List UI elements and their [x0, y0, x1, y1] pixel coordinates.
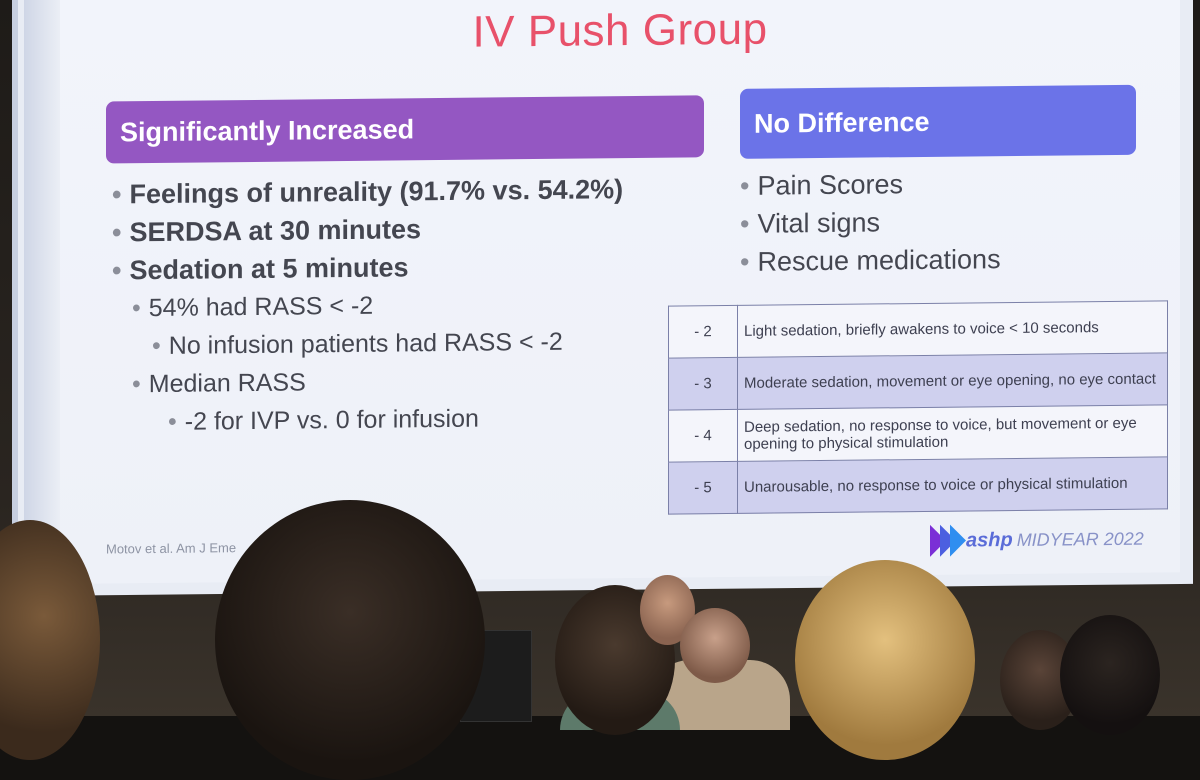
no-difference-bullet-list: • Pain Scores • Vital signs • Rescue medica… [740, 163, 1120, 281]
rass-description: Moderate sedation, movement or eye openi… [737, 352, 1168, 410]
logo-brand: ashp [966, 528, 1013, 552]
list-item: • Feelings of unreality (91.7% vs. 54.2%) [112, 169, 712, 213]
list-item: • Rescue medications [740, 239, 1120, 281]
bullet-icon: • [132, 294, 141, 323]
rass-description: Deep sedation, no response to voice, but… [737, 404, 1168, 462]
bullet-text: Rescue medications [757, 244, 1001, 277]
slide: IV Push Group Significantly Increased No… [60, 0, 1180, 585]
increased-bullet-list: • Feelings of unreality (91.7% vs. 54.2%)… [112, 169, 712, 441]
rass-description: Unarousable, no response to voice or phy… [737, 456, 1168, 514]
rass-score: - 2 [668, 305, 738, 359]
bullet-text: SERDSA at 30 minutes [129, 214, 422, 248]
list-item: • Vital signs [740, 201, 1120, 243]
bullet-text: Pain Scores [757, 169, 904, 201]
list-item: • Pain Scores [740, 163, 1120, 205]
list-item: • Sedation at 5 minutes [112, 245, 712, 289]
bullet-text: Vital signs [757, 207, 881, 239]
screen-edge [24, 0, 64, 575]
list-item: • No infusion patients had RASS < -2 [112, 321, 712, 365]
table-row: - 3 Moderate sedation, movement or eye o… [668, 352, 1168, 411]
bullet-icon: • [132, 370, 141, 399]
bullet-icon: • [112, 255, 122, 286]
rass-score: - 5 [668, 461, 738, 515]
bullet-icon: • [740, 208, 750, 239]
significantly-increased-header: Significantly Increased [106, 95, 704, 164]
rass-score: - 3 [668, 357, 738, 411]
table-row: - 5 Unarousable, no response to voice or… [668, 456, 1168, 515]
bullet-text: Median RASS [148, 368, 306, 399]
audience-head [215, 500, 485, 780]
audience-head [795, 560, 975, 760]
bullet-icon: • [112, 179, 122, 210]
ashp-midyear-logo: ashp MIDYEAR 2022 [930, 523, 1144, 557]
bullet-text: 54% had RASS < -2 [148, 291, 374, 323]
bullet-text: No infusion patients had RASS < -2 [168, 327, 563, 360]
list-item: • 54% had RASS < -2 [112, 283, 712, 327]
bullet-text: Sedation at 5 minutes [129, 252, 409, 286]
list-item: • SERDSA at 30 minutes [112, 207, 712, 251]
rass-description: Light sedation, briefly awakens to voice… [737, 300, 1168, 358]
rass-score: - 4 [668, 409, 738, 463]
bullet-icon: • [168, 407, 177, 436]
table-row: - 4 Deep sedation, no response to voice,… [668, 404, 1168, 463]
audience-head [1060, 615, 1160, 735]
rass-scale-table: - 2 Light sedation, briefly awakens to v… [668, 300, 1168, 515]
table-row: - 2 Light sedation, briefly awakens to v… [668, 300, 1168, 359]
audience-head [680, 608, 750, 683]
list-item: • -2 for IVP vs. 0 for infusion [112, 397, 712, 441]
slide-title: IV Push Group [472, 4, 768, 57]
citation-text: Motov et al. Am J Eme [106, 540, 237, 557]
list-item: • Median RASS [112, 359, 712, 403]
bullet-icon: • [112, 217, 122, 248]
chevron-logo-icon [930, 524, 966, 557]
bullet-icon: • [740, 246, 750, 277]
logo-event: MIDYEAR 2022 [1016, 528, 1144, 550]
bullet-icon: • [152, 331, 161, 361]
bullet-text: -2 for IVP vs. 0 for infusion [184, 404, 479, 436]
bullet-icon: • [740, 170, 750, 201]
bullet-text: Feelings of unreality (91.7% vs. 54.2%) [129, 174, 624, 210]
no-difference-header: No Difference [740, 84, 1136, 159]
